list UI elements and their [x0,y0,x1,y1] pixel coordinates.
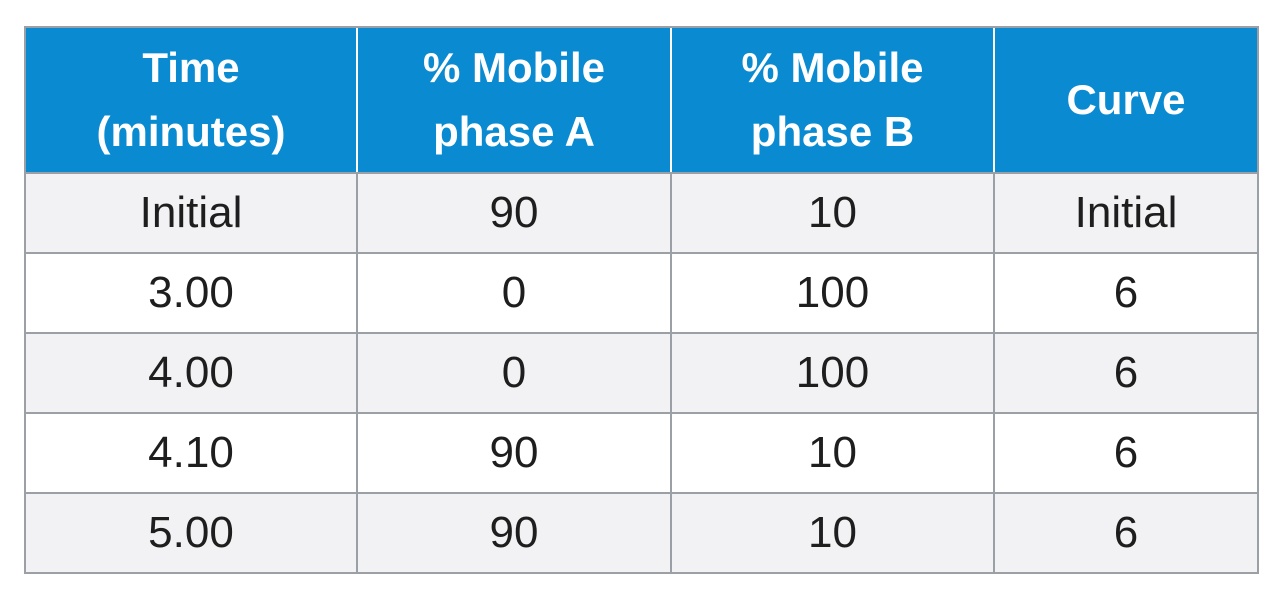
cell-time: 4.00 [24,332,358,414]
cell-curve: 6 [993,332,1259,414]
header-mobile-phase-b: % Mobile phase B [670,26,994,174]
header-mobile-phase-a-line2: phase A [433,108,595,155]
header-mobile-phase-a-line1: % Mobile [422,44,605,91]
cell-time: 4.10 [24,412,358,494]
header-mobile-phase-b-line1: % Mobile [741,44,924,91]
header-row: Time (minutes) % Mobile phase A % Mobile… [24,26,1259,174]
table-row: 4.00 0 100 6 [24,332,1259,414]
header-time: Time (minutes) [24,26,357,174]
header-curve: Curve [993,26,1259,174]
header-time-line1: Time [142,44,240,91]
cell-phase-b: 100 [670,252,995,334]
cell-phase-a: 0 [356,332,672,414]
header-time-line2: (minutes) [96,108,286,155]
cell-curve: 6 [993,412,1259,494]
gradient-table: Time (minutes) % Mobile phase A % Mobile… [24,26,1259,574]
cell-curve: 6 [993,492,1259,574]
table-row: 4.10 90 10 6 [24,412,1259,494]
cell-time: 5.00 [24,492,358,574]
cell-phase-b: 10 [670,172,995,254]
table-row: Initial 90 10 Initial [24,172,1259,254]
cell-phase-a: 90 [356,172,672,254]
gradient-table-container: Time (minutes) % Mobile phase A % Mobile… [24,26,1259,574]
cell-phase-a: 90 [356,492,672,574]
cell-phase-b: 10 [670,412,995,494]
cell-phase-b: 10 [670,492,995,574]
cell-time: Initial [24,172,358,254]
cell-curve: Initial [993,172,1259,254]
table-row: 3.00 0 100 6 [24,252,1259,334]
cell-phase-a: 0 [356,252,672,334]
cell-phase-a: 90 [356,412,672,494]
header-mobile-phase-b-line2: phase B [750,108,915,155]
table-row: 5.00 90 10 6 [24,492,1259,574]
header-mobile-phase-a: % Mobile phase A [356,26,671,174]
cell-curve: 6 [993,252,1259,334]
cell-phase-b: 100 [670,332,995,414]
cell-time: 3.00 [24,252,358,334]
header-curve-label: Curve [1066,76,1186,123]
